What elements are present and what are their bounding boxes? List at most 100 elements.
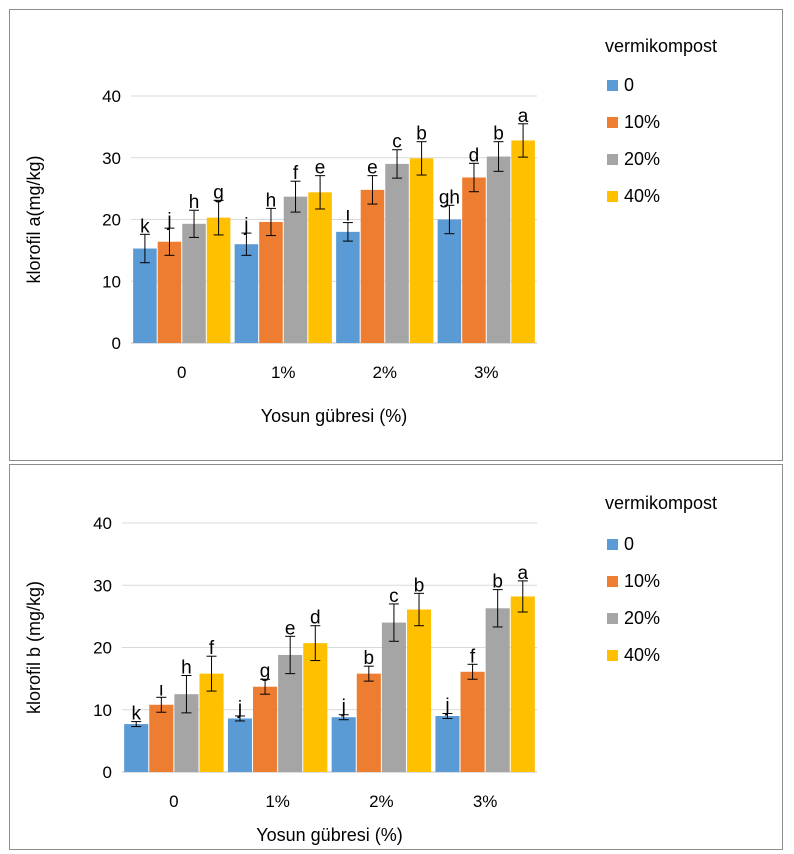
chart-a-error-bar (189, 209, 200, 238)
chart-klorofil-b: 0 10 20 30 40 k ı h f 0 j g e d 1% j b c b 2% j f b a 3% Yosun gü… (9, 464, 783, 850)
chart-a-error-bar (468, 162, 479, 193)
chart-a-error-bar (139, 233, 150, 264)
chart-b-legend-label: 40% (624, 645, 660, 665)
chart-a-x-axis-title: Yosun gübresi (%) (261, 406, 407, 426)
chart-b-legend-title: vermikompost (605, 493, 717, 513)
chart-a-error-bar (290, 180, 301, 213)
chart-a-y-tick-label: 0 (112, 334, 121, 353)
chart-b-x-axis-title: Yosun gübresi (%) (256, 825, 402, 845)
chart-b-error-bar (492, 589, 503, 628)
chart-a-legend-label: 10% (624, 112, 660, 132)
chart-b-bar (381, 622, 406, 772)
chart-b-error-bar (467, 663, 478, 680)
chart-a-error-bar (342, 222, 353, 242)
chart-b-data-label: j (444, 695, 449, 716)
chart-a-y-tick-label: 40 (102, 87, 121, 106)
chart-a-data-label: b (493, 124, 504, 145)
chart-a-error-bar (164, 227, 175, 256)
chart-a-data-label: b (416, 124, 427, 145)
chart-a-legend-label: 0 (624, 75, 634, 95)
chart-b-error-bar (517, 580, 528, 613)
chart-b-error-bar (156, 696, 167, 713)
chart-a-data-label: k (140, 216, 150, 237)
chart-b-legend-swatch (607, 539, 618, 550)
chart-b-error-bar (363, 665, 374, 682)
chart-b-x-tick-label: 2% (369, 792, 394, 811)
chart-a-bar (462, 177, 486, 343)
chart-b-y-tick-label: 40 (93, 514, 112, 533)
chart-a-y-axis-title: klorofil a(mg/kg) (24, 155, 44, 283)
chart-a-bar (336, 231, 360, 343)
chart-b-data-label: f (209, 638, 215, 659)
chart-b-bar (460, 671, 485, 772)
chart-b-error-bar (181, 675, 192, 714)
chart-a-bar (409, 158, 434, 343)
chart-b-y-tick-label: 20 (93, 639, 112, 658)
chart-b-legend-label: 10% (624, 571, 660, 591)
chart-a-y-tick-label: 20 (102, 211, 121, 230)
chart-b-data-label: h (181, 658, 192, 679)
chart-b-bar (331, 717, 356, 772)
chart-b-data-label: b (492, 572, 503, 593)
chart-b-x-tick-label: 3% (473, 792, 498, 811)
chart-b-y-axis-title: klorofil b (mg/kg) (24, 581, 44, 714)
chart-b-error-bar (442, 712, 453, 719)
chart-a-error-bar (444, 204, 455, 235)
chart-a-data-label: ı (345, 205, 350, 226)
chart-b-bar (253, 686, 278, 772)
chart-b-data-label: g (260, 661, 271, 682)
chart-a-error-bar (241, 232, 252, 256)
chart-a-error-bar (213, 199, 224, 236)
chart-a-error-bar (367, 175, 378, 205)
chart-a-data-label: a (518, 106, 529, 127)
chart-a-legend-label: 20% (624, 149, 660, 169)
chart-b-error-bar (388, 603, 399, 642)
chart-b-y-tick-label: 0 (103, 763, 112, 782)
chart-b-bar (227, 718, 253, 772)
chart-a-data-label: c (392, 132, 402, 153)
chart-a-data-label: d (469, 145, 480, 166)
chart-a-legend-label: 40% (624, 186, 660, 206)
chart-a-bar (206, 217, 231, 343)
chart-b-bar (124, 724, 149, 772)
chart-a-bar (283, 196, 308, 343)
chart-b-data-label: e (285, 618, 296, 639)
chart-a-y-tick-label: 30 (102, 149, 121, 168)
chart-a-data-label: g (213, 182, 224, 203)
chart-b-data-label: b (364, 648, 375, 669)
chart-b-data-label: k (131, 704, 141, 725)
chart-b-error-bar (131, 721, 142, 728)
chart-b-legend-label: 20% (624, 608, 660, 628)
chart-a-x-tick-label: 1% (271, 363, 296, 382)
chart-a-data-label: e (367, 158, 378, 179)
chart-a-bar (437, 219, 462, 343)
chart-a-legend-swatch (607, 80, 618, 91)
chart-b-data-label: f (470, 646, 476, 667)
chart-b-data-label: j (237, 698, 242, 719)
chart-a-error-bar (315, 175, 326, 210)
chart-b-data-label: a (517, 563, 528, 584)
chart-b-data-label: c (389, 586, 399, 607)
chart-a-legend-swatch (607, 117, 618, 128)
chart-a-x-tick-label: 2% (372, 363, 397, 382)
chart-b-bar (149, 704, 174, 772)
chart-b-y-tick-label: 30 (93, 576, 112, 595)
chart-b-x-tick-label: 1% (265, 792, 290, 811)
chart-a-bar (259, 221, 283, 343)
chart-b-data-label: j (341, 697, 346, 718)
chart-b-legend-swatch (607, 613, 618, 624)
chart-b-y-tick-label: 10 (93, 701, 112, 720)
chart-b-bar (485, 608, 510, 772)
chart-b-legend-swatch (607, 650, 618, 661)
chart-a-bar (511, 140, 535, 343)
chart-a-bar (234, 244, 259, 343)
chart-a-bar (157, 241, 182, 343)
chart-a-data-label: e (315, 158, 326, 179)
chart-a-y-tick-label: 10 (102, 272, 121, 291)
chart-a-x-tick-label: 3% (474, 363, 499, 382)
chart-a-error-bar (392, 149, 403, 179)
chart-a-error-bar (265, 207, 276, 237)
chart-a-data-label: j (243, 215, 248, 236)
